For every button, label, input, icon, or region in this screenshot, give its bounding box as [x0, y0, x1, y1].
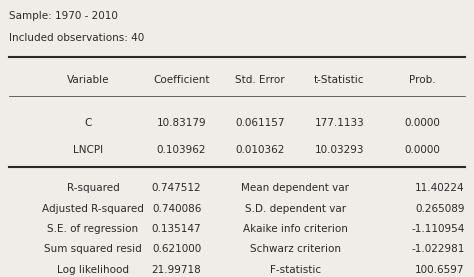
Text: 10.03293: 10.03293 — [314, 145, 364, 155]
Text: Schwarz criterion: Schwarz criterion — [250, 244, 340, 254]
Text: Coefficient: Coefficient — [153, 75, 210, 85]
Text: 10.83179: 10.83179 — [156, 118, 206, 128]
Text: 0.0000: 0.0000 — [405, 118, 441, 128]
Text: 0.740086: 0.740086 — [152, 204, 201, 214]
Text: 0.621000: 0.621000 — [152, 244, 201, 254]
Text: S.E. of regression: S.E. of regression — [47, 224, 138, 234]
Text: 0.103962: 0.103962 — [156, 145, 206, 155]
Text: Variable: Variable — [67, 75, 109, 85]
Text: Sum squared resid: Sum squared resid — [44, 244, 142, 254]
Text: 0.747512: 0.747512 — [152, 183, 201, 193]
Text: Mean dependent var: Mean dependent var — [241, 183, 349, 193]
Text: 21.99718: 21.99718 — [152, 265, 201, 275]
Text: 0.135147: 0.135147 — [152, 224, 201, 234]
Text: Prob.: Prob. — [410, 75, 436, 85]
Text: 0.265089: 0.265089 — [415, 204, 465, 214]
Text: Sample: 1970 - 2010: Sample: 1970 - 2010 — [9, 11, 118, 21]
Text: t-Statistic: t-Statistic — [314, 75, 365, 85]
Text: 0.0000: 0.0000 — [405, 145, 441, 155]
Text: S.D. dependent var: S.D. dependent var — [245, 204, 346, 214]
Text: Std. Error: Std. Error — [236, 75, 285, 85]
Text: 177.1133: 177.1133 — [314, 118, 364, 128]
Text: 11.40224: 11.40224 — [415, 183, 465, 193]
Text: -1.110954: -1.110954 — [411, 224, 465, 234]
Text: Included observations: 40: Included observations: 40 — [9, 33, 145, 43]
Text: C: C — [85, 118, 92, 128]
Text: 0.010362: 0.010362 — [236, 145, 285, 155]
Text: LNCPI: LNCPI — [73, 145, 103, 155]
Text: 0.061157: 0.061157 — [236, 118, 285, 128]
Text: Adjusted R-squared: Adjusted R-squared — [42, 204, 144, 214]
Text: Log likelihood: Log likelihood — [57, 265, 129, 275]
Text: -1.022981: -1.022981 — [411, 244, 465, 254]
Text: R-squared: R-squared — [67, 183, 119, 193]
Text: F-statistic: F-statistic — [270, 265, 320, 275]
Text: Akaike info criterion: Akaike info criterion — [243, 224, 347, 234]
Text: 100.6597: 100.6597 — [415, 265, 465, 275]
